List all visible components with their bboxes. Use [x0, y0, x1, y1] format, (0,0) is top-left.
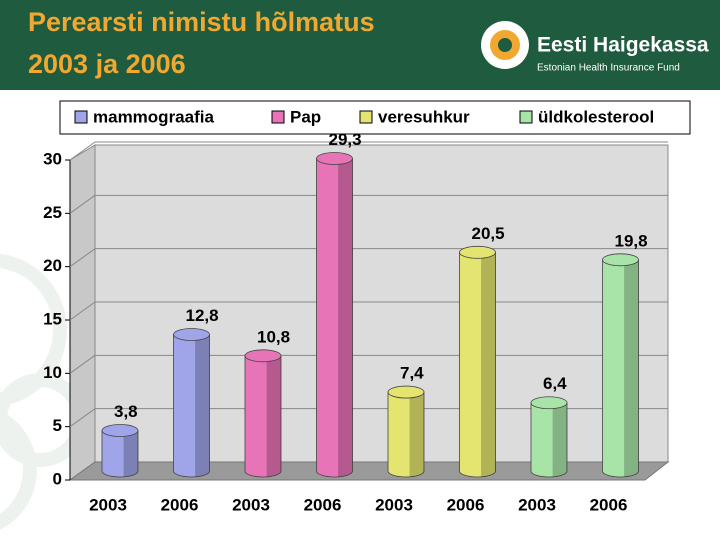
value-label: 20,5 — [472, 224, 505, 243]
value-label: 3,8 — [114, 402, 138, 421]
logo-icon — [481, 21, 529, 69]
legend-swatch — [74, 110, 88, 124]
cylinder — [316, 158, 353, 478]
grid-line — [69, 194, 96, 214]
cylinder-top — [387, 385, 425, 399]
value-label: 12,8 — [186, 306, 219, 325]
cylinder-shade — [409, 392, 424, 477]
x-tick-label: 2006 — [161, 495, 199, 514]
grid-line — [69, 301, 96, 321]
cylinder — [387, 391, 425, 478]
legend-box — [59, 100, 691, 135]
grid-line — [69, 248, 96, 268]
value-label: 6,4 — [543, 374, 567, 393]
value-label: 29,3 — [329, 130, 362, 149]
value-label: 10,8 — [257, 327, 290, 346]
cylinder — [459, 251, 496, 478]
logo-name: Eesti Haigekassa — [537, 34, 709, 57]
cylinder-top — [173, 328, 210, 341]
legend-label: Pap — [290, 107, 321, 126]
cylinder — [530, 402, 568, 478]
x-tick-label: 2003 — [89, 495, 127, 514]
left-wall — [69, 144, 96, 481]
cylinder — [173, 334, 210, 478]
floor — [68, 461, 670, 481]
legend-label: üldkolesterool — [538, 107, 654, 126]
title-line: 2003 ja 2006 — [28, 49, 186, 79]
cylinder-top — [459, 245, 496, 259]
x-tick-label: 2003 — [232, 495, 270, 514]
x-tick-label: 2006 — [447, 495, 485, 514]
cylinder — [244, 355, 282, 478]
y-tick-label: 10 — [43, 363, 62, 382]
x-tick-label: 2003 — [375, 495, 413, 514]
title-line: Perearsti nimistu hõlmatus — [28, 7, 375, 37]
y-tick-label: 15 — [43, 309, 62, 328]
grid-line — [69, 141, 96, 161]
cylinder-top — [101, 424, 139, 437]
cylinder-shade — [552, 402, 567, 477]
y-tick-label: 5 — [53, 416, 62, 435]
y-tick-label: 30 — [43, 149, 62, 168]
cylinder-top — [244, 349, 282, 363]
cylinder-shade — [338, 158, 353, 477]
legend-swatch — [271, 110, 285, 124]
cylinder-shade — [123, 430, 138, 477]
value-label: 19,8 — [615, 231, 648, 250]
legend-label: mammograafia — [93, 107, 214, 126]
cylinder — [101, 430, 139, 478]
cylinder-shade — [481, 252, 496, 477]
cylinder-top — [316, 152, 353, 165]
cylinder-shade — [266, 355, 281, 477]
y-tick-label: 25 — [43, 203, 62, 222]
grid-line — [69, 354, 96, 374]
legend-swatch — [519, 110, 533, 124]
x-tick-label: 2006 — [590, 495, 628, 514]
grid-line — [69, 408, 96, 428]
logo-tagline: Estonian Health Insurance Fund — [537, 63, 680, 74]
legend-swatch — [359, 110, 373, 124]
cylinder-shade — [624, 259, 639, 477]
cylinder — [602, 259, 639, 478]
cylinder-top — [530, 396, 568, 410]
value-label: 7,4 — [400, 364, 424, 383]
x-tick-label: 2006 — [304, 495, 342, 514]
y-tick-label: 20 — [43, 256, 62, 275]
legend-label: veresuhkur — [378, 107, 470, 126]
x-tick-label: 2003 — [518, 495, 556, 514]
cylinder-top — [602, 253, 639, 267]
header-band — [0, 0, 720, 90]
y-tick-label: 0 — [53, 469, 62, 488]
cylinder-shade — [195, 334, 210, 477]
